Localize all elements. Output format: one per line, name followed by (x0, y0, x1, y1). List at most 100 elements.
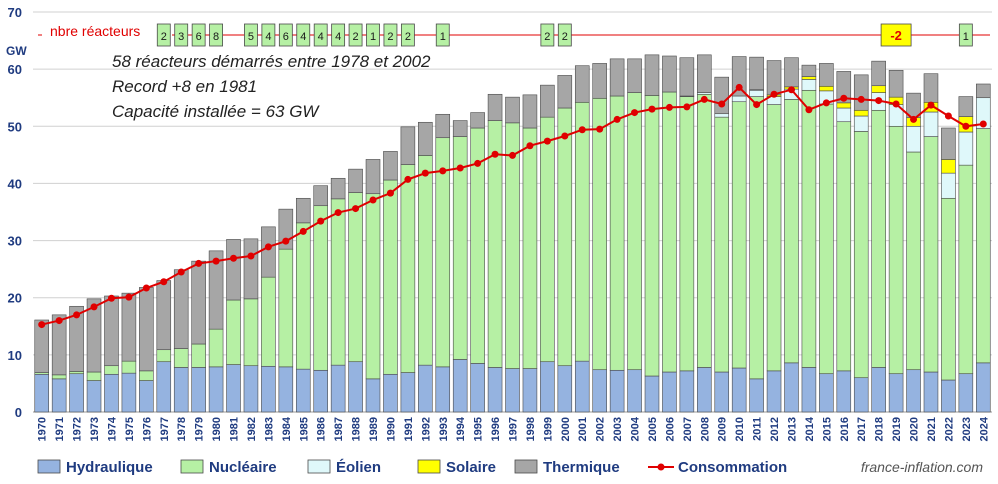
reactor-row-label: nbre réacteurs (50, 23, 140, 39)
bar-nucleaire-1998 (522, 127, 538, 369)
bar-hydraulique-2006 (662, 371, 677, 413)
bar-thermique-1972 (69, 305, 84, 372)
consumption-point-2004 (631, 109, 639, 117)
bar-hydraulique-2016 (836, 370, 852, 413)
x-tick-label: 1987 (333, 417, 345, 441)
reactor-count-1988: 2 (353, 31, 359, 43)
consumption-point-1978 (177, 268, 185, 276)
bar-nucleaire-2024 (976, 128, 991, 364)
reactor-row: nbre réacteurs 2 3 6 8 5 4 6 4 4 4 2 1 2 2 1 2 2 -2 1 (38, 23, 990, 47)
bar-thermique-1971 (51, 314, 67, 376)
bar-nucleaire-1971 (51, 374, 67, 380)
bar-hydraulique-1998 (522, 368, 538, 413)
consumption-point-1979 (195, 259, 203, 267)
bar-nucleaire-1991 (400, 164, 416, 373)
x-tick-label: 1982 (246, 417, 258, 441)
x-tick-label: 2012 (769, 417, 781, 441)
bar-nucleaire-1992 (418, 155, 433, 366)
bar-solaire-2014 (801, 76, 817, 80)
x-tick-label: 1979 (194, 417, 206, 441)
legend-swatch (514, 459, 538, 474)
reactor-count-1993: 1 (440, 31, 446, 43)
bar-nucleaire-1976 (139, 370, 154, 381)
annotation-1: 58 réacteurs démarrés entre 1978 et 2002 (112, 52, 431, 71)
consumption-point-1991 (404, 175, 412, 183)
bar-thermique-1993 (435, 113, 451, 139)
bar-thermique-1975 (121, 292, 137, 362)
consumption-point-2006 (665, 103, 673, 111)
bar-thermique-1998 (522, 94, 538, 129)
bar-eolien-2023 (958, 131, 974, 166)
bar-eolien-2016 (836, 107, 852, 123)
consumption-point-2010 (735, 83, 743, 91)
bar-thermique-1970 (34, 319, 49, 373)
reactor-box-1983 (261, 23, 276, 47)
reactor-count-1979: 6 (196, 31, 202, 43)
consumption-point-2012 (770, 90, 778, 98)
bar-thermique-1991 (400, 126, 416, 165)
legend-label: Éolien (336, 459, 381, 476)
bar-hydraulique-1970 (34, 373, 49, 413)
bar-thermique-1988 (348, 168, 363, 193)
consumption-point-1985 (299, 227, 307, 235)
reactor-box-1989 (366, 23, 380, 47)
x-tick-label: 1992 (420, 417, 432, 441)
consumption-point-1999 (543, 137, 551, 145)
bar-hydraulique-2022 (941, 379, 956, 413)
bar-nucleaire-1972 (69, 371, 84, 375)
bar-nucleaire-2011 (749, 96, 764, 380)
consumption-point-2008 (700, 95, 708, 103)
consumption-point-1974 (107, 294, 115, 302)
bar-hydraulique-1972 (69, 373, 84, 413)
consumption-point-1996 (491, 150, 499, 158)
bar-hydraulique-1975 (121, 372, 137, 413)
x-tick-label: 2008 (699, 417, 711, 441)
x-tick-label: 1998 (525, 417, 537, 441)
consumption-point-2002 (596, 125, 604, 133)
bar-eolien-2009 (714, 113, 730, 118)
bar-thermique-1985 (295, 197, 311, 224)
x-tick-label: 2004 (630, 416, 642, 441)
bar-thermique-2013 (784, 57, 799, 88)
consumption-point-2003 (613, 115, 621, 123)
bar-hydraulique-1980 (208, 366, 224, 413)
bar-hydraulique-2013 (784, 362, 799, 413)
bar-nucleaire-2004 (627, 92, 642, 371)
consumption-point-1980 (212, 257, 220, 265)
legend-swatch-marker (657, 463, 665, 471)
bar-eolien-2011 (749, 89, 764, 97)
bar-thermique-2004 (627, 58, 642, 93)
consumption-point-2019 (892, 100, 900, 108)
bar-eolien-2020 (906, 125, 921, 153)
bar-eolien-2021 (923, 111, 939, 137)
bar-thermique-2017 (853, 74, 869, 111)
reactor-box-1991 (400, 23, 415, 47)
bar-hydraulique-2009 (714, 371, 730, 413)
bar-hydraulique-1982 (243, 365, 259, 413)
bar-nucleaire-1978 (173, 348, 189, 368)
y-axis-label: GW (6, 44, 27, 58)
bar-hydraulique-1994 (452, 359, 468, 413)
x-tick-label: 1971 (54, 417, 66, 441)
reactor-count-2023: 1 (963, 31, 969, 43)
reactor-box-1988 (348, 23, 363, 47)
bar-nucleaire-1988 (348, 192, 363, 363)
bar-hydraulique-1996 (487, 367, 503, 413)
reactor-box-1986 (313, 23, 328, 47)
x-tick-label: 2019 (891, 417, 903, 441)
bar-thermique-2024 (976, 83, 991, 99)
bar-hydraulique-1991 (400, 372, 416, 413)
reactor-box-2000 (557, 23, 572, 47)
bar-hydraulique-2012 (766, 370, 782, 413)
bar-thermique-1995 (470, 112, 485, 129)
reactor-box-1993 (435, 23, 450, 47)
bar-nucleaire-2000 (557, 107, 573, 367)
bar-nucleaire-1999 (540, 116, 555, 363)
x-tick-label: 2010 (734, 417, 746, 441)
x-tick-label: 2014 (804, 416, 816, 441)
x-tick-label: 2001 (577, 417, 589, 441)
bar-thermique-2010 (731, 56, 747, 97)
bar-nucleaire-1975 (121, 360, 137, 374)
bar-nucleaire-1997 (505, 122, 520, 369)
bar-nucleaire-2014 (801, 89, 817, 368)
